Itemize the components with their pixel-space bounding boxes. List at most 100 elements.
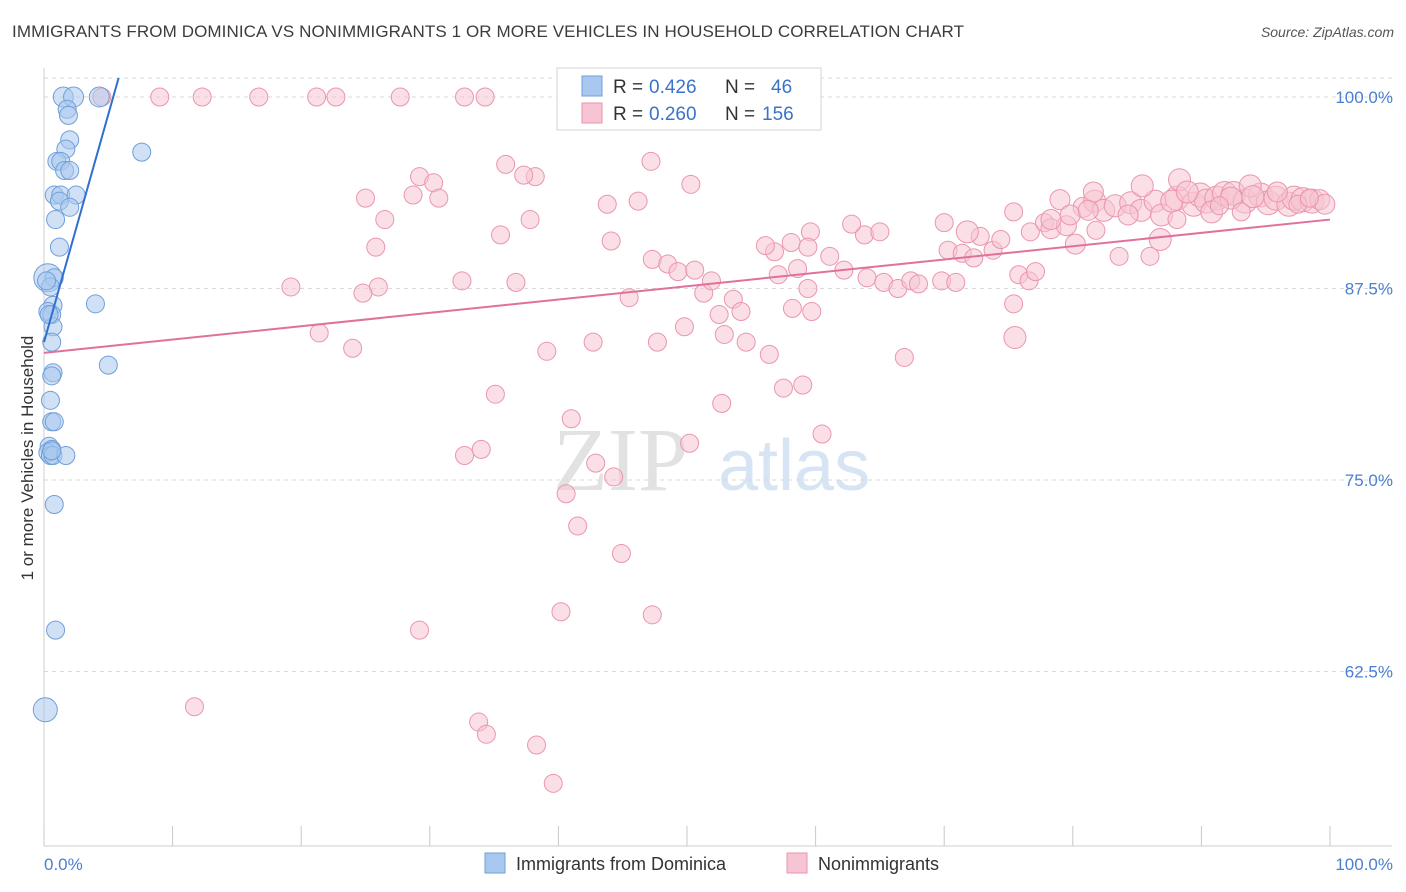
- x-tick-label-min: 0.0%: [44, 855, 83, 874]
- nonimmigrants-point-145: [471, 439, 491, 459]
- y-axis-label: 1 or more Vehicles in Household: [18, 336, 37, 581]
- nonimmigrants-point-55: [802, 301, 822, 321]
- dominica-point-16: [60, 197, 80, 217]
- nonimmigrants-point-140: [1003, 326, 1027, 350]
- nonimmigrants-point-86: [1004, 294, 1024, 314]
- nonimmigrants-point-21: [628, 191, 648, 211]
- nonimmigrants-point-39: [685, 260, 705, 280]
- dominica-point-41: [46, 620, 66, 640]
- dominica-point-18: [49, 237, 69, 257]
- nonimmigrants-point-143: [1231, 202, 1251, 222]
- y-tick-label-1: 75.0%: [1345, 471, 1393, 490]
- nonimmigrants-point-18: [641, 151, 661, 171]
- nonimmigrants-point-44: [709, 305, 729, 325]
- y-tick-labels: 62.5% 75.0% 87.5% 100.0%: [1335, 88, 1393, 682]
- nonimmigrants-point-68: [908, 274, 928, 294]
- nonimmigrants-point-50: [755, 236, 775, 256]
- nonimmigrants-point-132: [1040, 209, 1062, 231]
- nonimmigrants-point-87: [1004, 202, 1024, 222]
- legend-swatch-pink: [581, 102, 603, 124]
- nonimmigrants-point-123: [1175, 180, 1199, 204]
- nonimmigrants-point-27: [353, 283, 373, 303]
- nonimmigrants-point-53: [798, 279, 818, 298]
- gridlines: [44, 77, 1392, 672]
- dominica-point-2: [88, 86, 110, 108]
- nonimmigrants-point-52: [788, 259, 808, 279]
- nonimmigrants-points: [92, 87, 1336, 793]
- x-tick-label-max: 100.0%: [1335, 855, 1393, 874]
- nonimmigrants-point-34: [583, 332, 603, 352]
- nonimmigrants-point-154: [642, 605, 662, 625]
- nonimmigrants-point-19: [681, 174, 701, 194]
- nonimmigrants-point-38: [668, 262, 688, 282]
- nonimmigrants-point-142: [1209, 196, 1229, 216]
- nonimmigrants-point-22: [491, 225, 511, 245]
- nonimmigrants-point-118: [1117, 204, 1139, 226]
- nonimmigrants-point-30: [343, 338, 363, 358]
- nonimmigrants-point-138: [1148, 227, 1172, 251]
- legend-swatch-blue: [581, 75, 603, 97]
- nonimmigrants-point-149: [556, 484, 576, 504]
- nonimmigrants-point-162: [812, 424, 832, 444]
- dominica-point-30: [42, 366, 62, 386]
- trend-line-nonimmigrants: [43, 218, 1331, 354]
- nonimmigrants-point-128: [1266, 181, 1288, 203]
- trend-line-dominica: [43, 77, 120, 343]
- nonimmigrants-point-20: [597, 194, 617, 214]
- nonimmigrants-point-4: [307, 87, 327, 107]
- nonimmigrants-point-71: [894, 347, 914, 367]
- correlation-legend: R = 0.426 N = 46 R = 0.260 N = 156: [556, 67, 822, 131]
- chart-source: Source: ZipAtlas.com: [1260, 24, 1394, 40]
- nonimmigrants-point-9: [356, 188, 375, 208]
- nonimmigrants-point-70: [946, 272, 966, 292]
- nonimmigrants-point-153: [551, 602, 571, 622]
- x-tick-marks: [43, 826, 1331, 846]
- chart-title: IMMIGRANTS FROM DOMINICA VS NONIMMIGRANT…: [12, 22, 965, 41]
- legend-r-value-pink: 0.260: [649, 104, 697, 125]
- nonimmigrants-point-159: [527, 735, 547, 755]
- dominica-point-31: [40, 390, 60, 410]
- nonimmigrants-point-35: [537, 341, 557, 361]
- nonimmigrants-point-139: [955, 220, 979, 244]
- dominica-point-43: [37, 271, 57, 291]
- nonimmigrants-point-51: [768, 265, 788, 285]
- nonimmigrants-point-31: [506, 272, 526, 292]
- dominica-point-40: [44, 495, 64, 515]
- nonimmigrants-point-144: [455, 445, 475, 465]
- watermark-atlas: atlas: [718, 426, 870, 506]
- dominica-point-23: [85, 294, 105, 314]
- nonimmigrants-point-23: [520, 210, 540, 230]
- dominica-points: [32, 86, 152, 723]
- legend-r-value-blue: 0.426: [649, 77, 697, 98]
- nonimmigrants-point-147: [561, 409, 581, 429]
- nonimmigrants-point-43: [701, 271, 721, 291]
- nonimmigrants-point-58: [712, 393, 732, 413]
- nonimmigrants-point-85: [1026, 262, 1046, 282]
- nonimmigrants-point-15: [496, 154, 516, 174]
- nonimmigrants-point-155: [410, 620, 430, 640]
- nonimmigrants-point-146: [485, 384, 505, 404]
- nonimmigrants-point-135: [1140, 246, 1160, 266]
- nonimmigrants-point-40: [647, 332, 667, 352]
- dominica-point-45: [42, 441, 62, 461]
- nonimmigrants-point-88: [1020, 222, 1040, 242]
- nonimmigrants-point-54: [782, 298, 802, 318]
- dominica-point-4: [58, 105, 78, 125]
- nonimmigrants-point-56: [759, 344, 779, 364]
- nonimmigrants-point-75: [842, 214, 862, 234]
- nonimmigrants-point-133: [1059, 204, 1081, 226]
- nonimmigrants-point-148: [586, 453, 606, 473]
- legend-n-value-pink: 156: [762, 104, 794, 125]
- nonimmigrants-point-141: [1167, 210, 1187, 230]
- nonimmigrants-point-64: [857, 268, 877, 288]
- nonimmigrants-point-150: [604, 467, 624, 487]
- trend-lines: [43, 77, 1331, 354]
- nonimmigrants-point-60: [820, 246, 840, 266]
- nonimmigrants-point-92: [1064, 233, 1086, 255]
- nonimmigrants-point-63: [870, 222, 890, 242]
- nonimmigrants-point-47: [736, 332, 756, 352]
- nonimmigrants-point-131: [1049, 189, 1071, 211]
- dominica-point-11: [60, 161, 80, 181]
- nonimmigrants-point-6: [390, 87, 410, 107]
- nonimmigrants-point-28: [281, 277, 301, 297]
